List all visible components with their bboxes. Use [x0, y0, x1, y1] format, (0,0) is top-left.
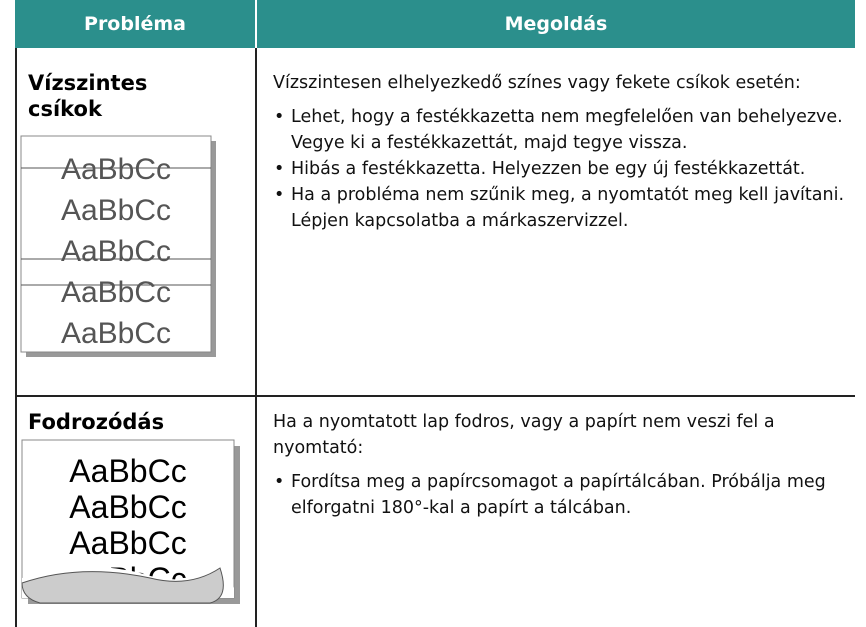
cell: Vízszintesen elhelyezkedő színes vagy fe…	[273, 70, 848, 234]
sample-text: AaBbCc	[61, 317, 171, 350]
bullet: Hibás a festékkazetta. Helyezzen be egy …	[274, 156, 848, 182]
bullet: Lehet, hogy a festékkazetta nem megfelel…	[274, 104, 848, 156]
sample-text: AaBbCc	[69, 525, 186, 561]
header-cell: Probléma	[15, 0, 255, 48]
problem: Vízszintes csíkok	[28, 71, 148, 121]
sample-text: AaBbCc	[69, 489, 186, 525]
border	[255, 48, 257, 627]
sample-streaks: AaBbCc AaBbCc AaBbCc AaBbCc AaBbCc	[20, 135, 216, 357]
cell: Ha a nyomtatott lap fodros, vagy a papír…	[273, 409, 858, 521]
sample-text: AaBbCc	[61, 153, 171, 186]
intro: Vízszintesen elhelyezkedő színes vagy fe…	[273, 73, 801, 93]
intro: Ha a nyomtatott lap fodros, vagy a papír…	[273, 412, 775, 458]
bullet-list: Lehet, hogy a festékkazetta nem megfelel…	[273, 104, 848, 234]
bullet-list: Fordítsa meg a papírcsomagot a papírtálc…	[273, 469, 858, 521]
sample-text: AaBbCc	[61, 235, 171, 268]
sample-text: AaBbCc	[61, 276, 171, 309]
border	[15, 395, 855, 397]
problem: Fodrozódás	[28, 410, 165, 434]
sample-text: AaBbCc	[69, 453, 186, 489]
sample-text: AaBbCc	[61, 194, 171, 227]
header-cell: Megoldás	[257, 0, 855, 48]
bullet: Fordítsa meg a papírcsomagot a papírtálc…	[274, 469, 858, 521]
border	[15, 48, 17, 627]
bullet: Ha a probléma nem szűnik meg, a nyomtató…	[274, 182, 848, 234]
